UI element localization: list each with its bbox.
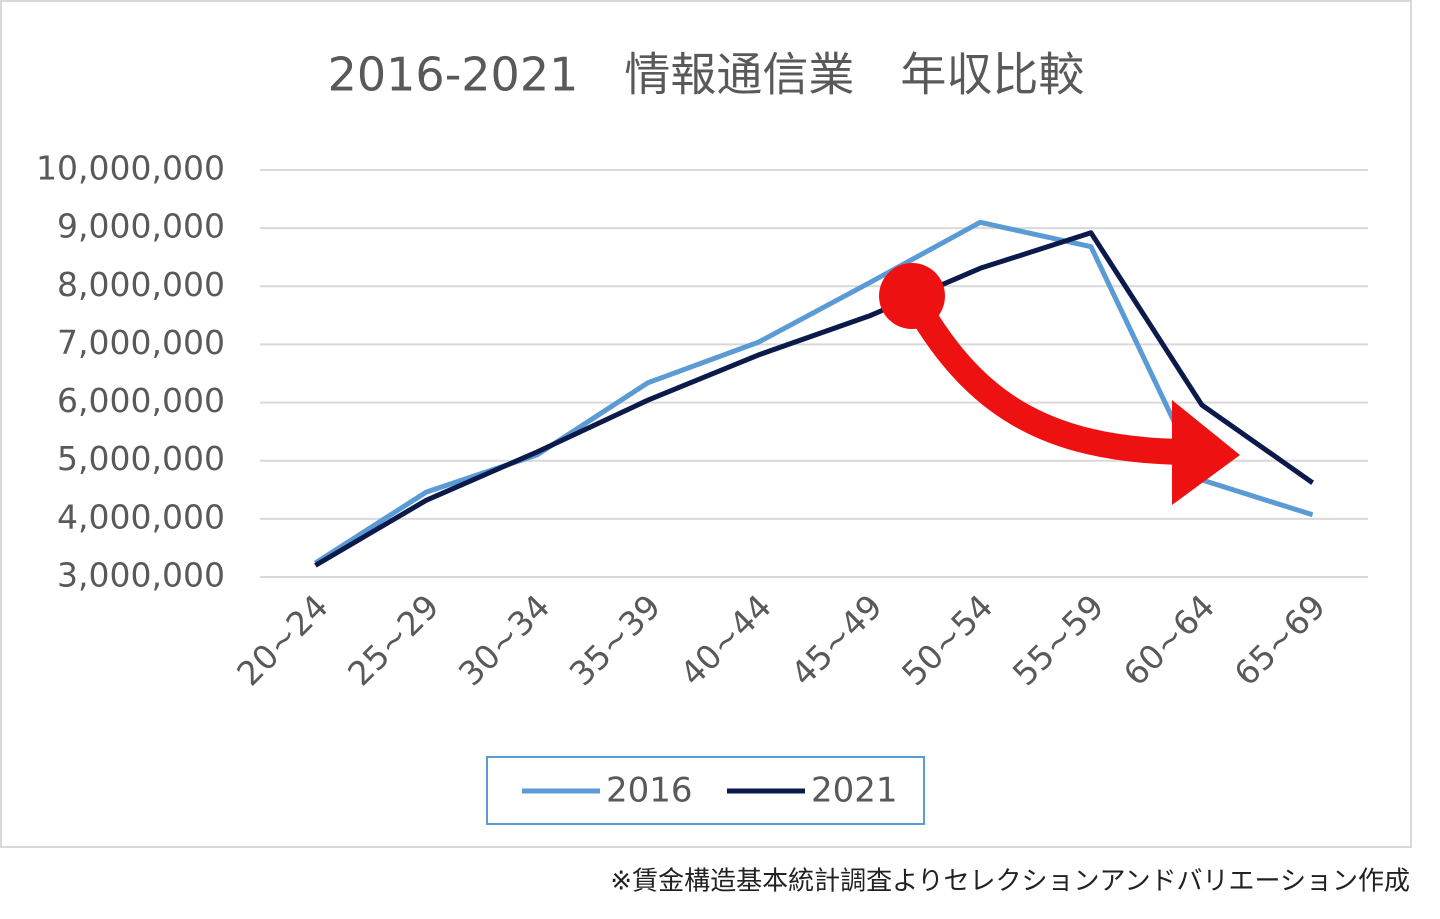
y-tick-label: 8,000,000 bbox=[57, 265, 225, 304]
legend: 2016 2021 bbox=[522, 771, 898, 811]
y-tick-label: 3,000,000 bbox=[57, 556, 225, 595]
y-tick-label: 4,000,000 bbox=[57, 497, 225, 536]
series-line bbox=[314, 230, 1315, 568]
y-tick-label: 7,000,000 bbox=[57, 323, 225, 362]
arrow-origin bbox=[879, 263, 945, 329]
arrow-head bbox=[1172, 400, 1240, 505]
legend-label: 2016 bbox=[606, 771, 693, 811]
annotation-arrow bbox=[879, 263, 1240, 505]
legend-label: 2021 bbox=[811, 771, 898, 811]
y-tick-label: 9,000,000 bbox=[57, 207, 225, 246]
y-tick-label: 5,000,000 bbox=[57, 439, 225, 478]
arrow-shaft bbox=[899, 283, 1198, 465]
y-tick-label: 10,000,000 bbox=[36, 149, 225, 188]
footnote: ※賃金構造基本統計調査よりセレクションアンドバリエーション作成 bbox=[610, 867, 1410, 897]
chart-title: 2016-2021 情報通信業 年収比較 bbox=[328, 48, 1085, 102]
y-tick-label: 6,000,000 bbox=[57, 381, 225, 420]
